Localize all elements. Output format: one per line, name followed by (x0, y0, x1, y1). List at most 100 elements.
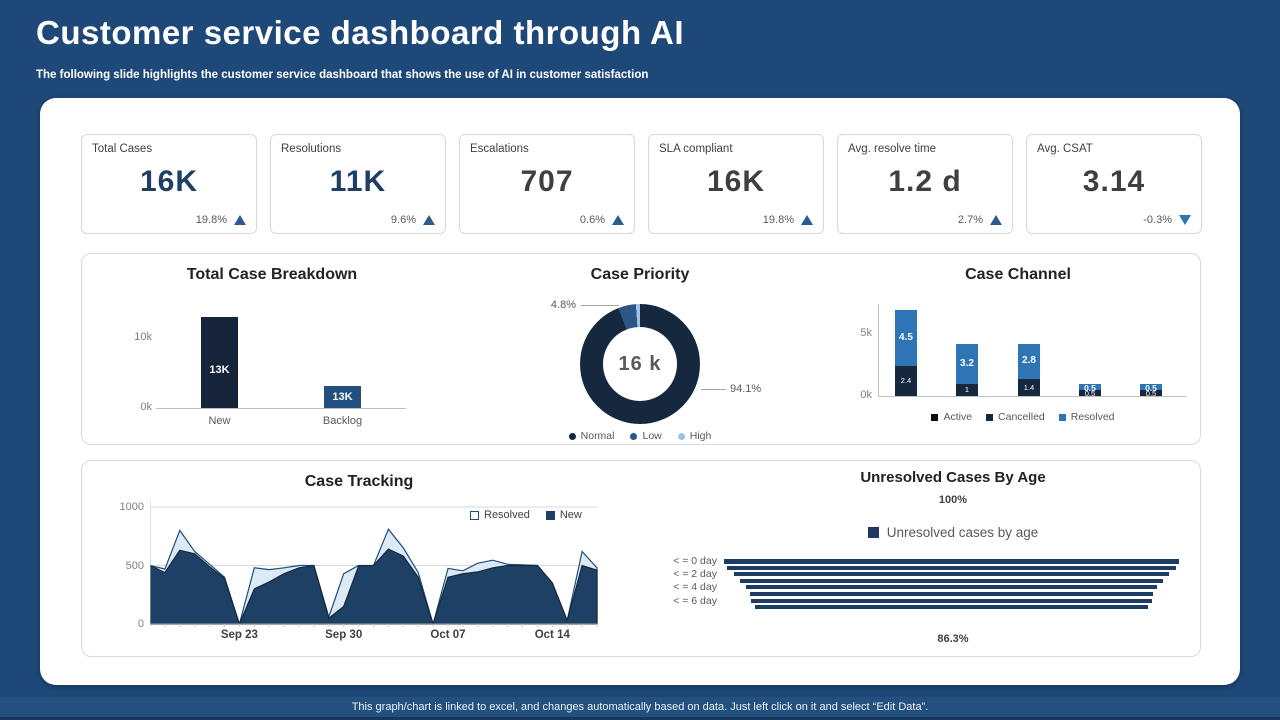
age-top-label: 100% (938, 494, 968, 506)
kpi-delta-value: 19.8% (195, 214, 227, 226)
kpi-delta-value: 0.6% (579, 214, 605, 226)
age-legend-label: Unresolved cases by age (886, 525, 1039, 540)
priority-legend-item: Low (630, 430, 662, 442)
donut-ring: 16 k (580, 304, 700, 424)
channel-bar-segment: 0.5 (1079, 388, 1101, 398)
kpi-card-label: Resolutions (281, 143, 342, 155)
kpi-card-delta: -0.3% (1143, 214, 1191, 226)
channel-segment-value: 1.4 (1023, 382, 1035, 392)
tracking-legend-new: New (545, 509, 582, 521)
tracking-ytick: 1000 (119, 501, 144, 513)
tracking-ytick: 0 (137, 618, 144, 630)
kpi-card-value: 707 (520, 165, 574, 198)
kpi-card-label: Escalations (470, 143, 529, 155)
tracking-plot (149, 501, 600, 636)
kpi-delta-value: 9.6% (390, 214, 416, 226)
age-legend: Unresolved cases by age (798, 525, 1108, 540)
age-funnel-bar (750, 592, 1153, 596)
age-row-label: < = 6 day (673, 594, 717, 607)
age-funnel-bar (750, 598, 1153, 603)
channel-segment-value: 3.2 (960, 357, 974, 369)
channel-segment-value: 2.8 (1022, 355, 1036, 367)
breakdown-baseline (156, 408, 406, 409)
age-funnel-bar (755, 605, 1148, 610)
channel-bar-segment: 4.5 (895, 310, 917, 367)
priority-legend-item: Normal (568, 430, 615, 442)
legend-square-icon (1058, 413, 1066, 421)
trend-up-icon (801, 215, 813, 225)
kpi-card-label: SLA compliant (659, 143, 733, 155)
channel-legend-item: Resolved (1058, 411, 1115, 423)
channel-segment-value: 2.4 (900, 376, 912, 386)
legend-square-icon (931, 413, 939, 421)
age-bottom-label: 86.3% (937, 633, 969, 645)
age-row-label: < = 0 day (673, 555, 717, 567)
channel-bar-segment: 0.5 (1079, 383, 1101, 393)
breakdown-bar: 13K (324, 386, 361, 408)
kpi-delta-value: 19.8% (762, 214, 794, 226)
kpi-card-avg-resolve-time[interactable]: Avg. resolve time 1.2 d 2.7% (837, 134, 1013, 234)
breakdown-category-label: Backlog (322, 415, 363, 427)
kpi-card-value: 11K (329, 165, 387, 198)
trend-up-icon (423, 215, 435, 225)
donut-callout-line-normal (701, 389, 726, 390)
kpi-card-value: 1.2 d (888, 165, 962, 198)
breakdown-ytick: 10k (134, 331, 152, 343)
channel-baseline (878, 396, 1186, 397)
age-legend-swatch-icon (867, 527, 879, 538)
page-subtitle: The following slide highlights the custo… (36, 69, 649, 81)
chart-title-age: Unresolved Cases By Age (860, 469, 1046, 486)
tracking-xtick: Oct 07 (430, 629, 466, 641)
tracking-xtick: Sep 23 (220, 629, 258, 641)
donut-hole: 16 k (603, 327, 677, 401)
age-funnel-bar (745, 585, 1158, 590)
legend-dot-icon (677, 432, 685, 440)
channel-ytick: 0k (860, 389, 872, 401)
trend-up-icon (612, 215, 624, 225)
channel-segment-value: 0.5 (1084, 388, 1096, 398)
tracking-series-new (149, 548, 598, 626)
kpi-card-total-cases[interactable]: Total Cases 16K 19.8% (81, 134, 257, 234)
age-funnel-bar (739, 578, 1163, 583)
breakdown-ytick: 0k (140, 401, 152, 413)
kpi-card-label: Total Cases (92, 143, 153, 155)
chart-title-tracking: Case Tracking (304, 473, 414, 490)
footer-band: This graph/chart is linked to excel, and… (0, 697, 1280, 717)
kpi-card-avg-csat[interactable]: Avg. CSAT 3.14 -0.3% (1026, 134, 1202, 234)
tracking-ytick: 500 (125, 559, 144, 572)
trend-down-icon (1179, 215, 1191, 225)
kpi-card-label: Avg. CSAT (1037, 143, 1093, 155)
kpi-card-resolutions[interactable]: Resolutions 11K 9.6% (270, 134, 446, 234)
age-funnel-bar (734, 572, 1169, 577)
page-title: Customer service dashboard through AI (36, 14, 685, 51)
kpi-card-delta: 9.6% (391, 214, 435, 226)
channel-bar-segment: 2.4 (895, 366, 917, 396)
tracking-xtick: Oct 14 (534, 629, 570, 641)
breakdown-category-label: New (208, 415, 231, 427)
channel-segment-value: 0.5 (1145, 382, 1157, 393)
chart-title-channel: Case Channel (965, 266, 1071, 283)
kpi-card-escalations[interactable]: Escalations 707 0.6% (459, 134, 635, 234)
breakdown-bar: 13K (201, 317, 238, 408)
tracking-legend: Resolved New (470, 509, 582, 521)
new-swatch-icon (545, 510, 555, 520)
donut-callout-low: 4.8% (550, 299, 576, 311)
channel-yaxis (878, 304, 879, 397)
kpi-card-sla-compliant[interactable]: SLA compliant 16K 19.8% (648, 134, 824, 234)
age-row-label: < = 4 day (673, 581, 717, 594)
breakdown-bar-value: 13K (209, 364, 230, 377)
priority-legend: Normal Low High (490, 430, 790, 442)
channel-bar-segment: 1 (956, 383, 978, 396)
channel-bar-segment: 0.5 (1140, 382, 1162, 393)
breakdown-bar-value: 13K (332, 390, 353, 403)
trend-up-icon (234, 215, 246, 225)
donut-callout-normal: 94.1% (730, 383, 762, 395)
tracking-area-svg (149, 501, 598, 627)
channel-ytick: 5k (860, 327, 872, 339)
legend-square-icon (986, 413, 994, 421)
priority-legend-label: Normal (580, 430, 615, 442)
channel-bar-segment: 1.4 (1018, 378, 1040, 396)
kpi-card-delta: 19.8% (763, 214, 813, 226)
kpi-card-delta: 0.6% (580, 214, 624, 226)
priority-legend-label: High (689, 430, 712, 442)
